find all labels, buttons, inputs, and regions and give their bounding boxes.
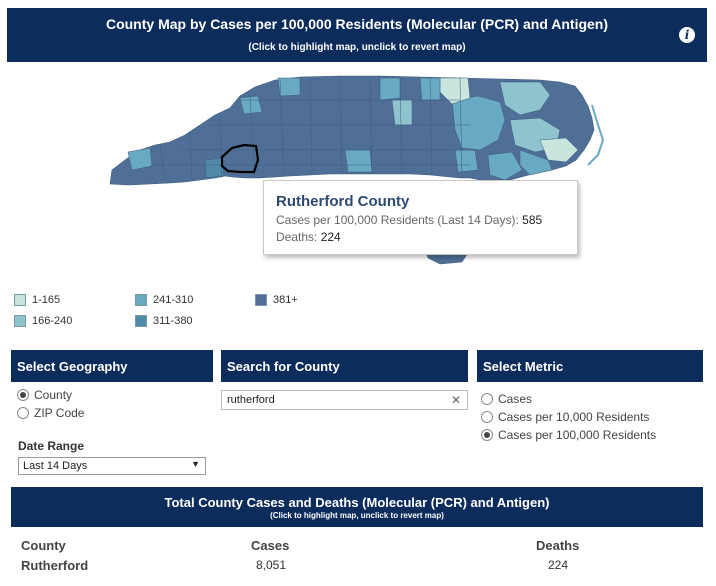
column-header-cases: Cases — [251, 538, 290, 553]
region-east-1[interactable] — [451, 95, 506, 151]
radio-metric-cases-per-10k[interactable]: Cases per 10,000 Residents — [481, 410, 649, 424]
select-metric-heading: Select Metric — [477, 350, 703, 382]
county-tooltip: Rutherford County Cases per 100,000 Resi… — [263, 180, 578, 255]
outer-banks[interactable] — [587, 104, 605, 166]
radio-zip-code[interactable]: ZIP Code — [17, 406, 84, 420]
info-icon[interactable]: i — [679, 27, 695, 43]
legend-column-3: 381+ — [255, 293, 298, 314]
date-range-label: Date Range — [18, 439, 85, 453]
map-title: County Map by Cases per 100,000 Resident… — [105, 16, 609, 32]
region-east-5[interactable] — [539, 137, 579, 163]
county-search-input[interactable]: rutherford ✕ — [221, 390, 468, 410]
radio-label: ZIP Code — [34, 406, 85, 420]
region-east-6[interactable] — [487, 151, 523, 181]
select-geography-heading: Select Geography — [11, 350, 213, 382]
legend-label: 381+ — [273, 294, 298, 306]
tooltip-cases-row: Cases per 100,000 Residents (Last 14 Day… — [276, 213, 565, 227]
radio-county[interactable]: County — [17, 388, 72, 402]
radio-label: Cases per 10,000 Residents — [498, 410, 650, 424]
radio-metric-cases-per-100k[interactable]: Cases per 100,000 Residents — [481, 428, 656, 442]
region-north-2[interactable] — [391, 99, 413, 126]
legend-label: 241-310 — [153, 294, 194, 306]
legend-column-2: 241-310 311-380 — [135, 293, 193, 335]
tooltip-cases-value: 585 — [522, 213, 543, 227]
nc-county-map[interactable] — [0, 62, 716, 282]
radio-label: Cases — [498, 392, 533, 406]
region-east-2[interactable] — [499, 81, 551, 116]
map-subtitle: (Click to highlight map, unclick to reve… — [248, 42, 466, 53]
region-north-1[interactable] — [379, 77, 401, 101]
legend-item: 1-165 — [14, 293, 72, 307]
tooltip-deaths-label: Deaths: — [276, 230, 318, 244]
legend-label: 311-380 — [153, 315, 193, 327]
tooltip-county-name: Rutherford County — [276, 193, 410, 210]
legend-swatch — [14, 315, 26, 327]
radio-button[interactable] — [481, 393, 493, 405]
radio-metric-cases[interactable]: Cases — [481, 392, 532, 406]
legend-swatch — [135, 294, 147, 306]
tooltip-deaths-value: 224 — [320, 230, 341, 244]
map-header: County Map by Cases per 100,000 Resident… — [7, 8, 707, 62]
column-header-county: County — [21, 538, 66, 553]
region-north-3[interactable] — [277, 77, 301, 97]
radio-button[interactable] — [17, 389, 29, 401]
rutherford-county-highlight[interactable] — [220, 143, 260, 174]
legend-column-1: 1-165 166-240 — [14, 293, 72, 335]
table-subtitle: (Click to highlight map, unclick to reve… — [270, 511, 444, 520]
search-county-heading: Search for County — [221, 350, 468, 382]
region-east-7[interactable] — [519, 149, 553, 176]
legend-swatch — [14, 294, 26, 306]
legend-swatch — [135, 315, 147, 327]
region-west-2[interactable] — [204, 157, 225, 179]
table-cell-deaths: 224 — [548, 558, 569, 572]
legend-label: 166-240 — [32, 315, 73, 327]
radio-button[interactable] — [481, 411, 493, 423]
legend-label: 1-165 — [32, 294, 61, 306]
radio-label: Cases per 100,000 Residents — [498, 428, 657, 442]
chevron-down-icon[interactable]: ▼ — [191, 459, 200, 469]
county-borders — [150, 75, 480, 182]
tooltip-cases-label: Cases per 100,000 Residents (Last 14 Day… — [276, 213, 519, 227]
table-cell-cases: 8,051 — [256, 558, 287, 572]
column-header-deaths: Deaths — [536, 538, 580, 553]
legend-item: 381+ — [255, 293, 298, 307]
region-south-2[interactable] — [454, 149, 479, 173]
legend-item: 311-380 — [135, 314, 193, 328]
legend-item: 166-240 — [14, 314, 72, 328]
date-range-select[interactable]: Last 14 Days ▼ — [18, 457, 206, 475]
tooltip-deaths-row: Deaths: 224 — [276, 230, 565, 244]
region-north-4[interactable] — [239, 95, 263, 115]
legend-item: 241-310 — [135, 293, 193, 307]
clear-icon[interactable]: ✕ — [450, 393, 461, 407]
radio-label: County — [34, 388, 73, 402]
date-range-value: Last 14 Days — [23, 460, 88, 472]
table-title: Total County Cases and Deaths (Molecular… — [164, 495, 550, 510]
region-south-1[interactable] — [344, 149, 373, 173]
radio-button[interactable] — [17, 407, 29, 419]
table-header: Total County Cases and Deaths (Molecular… — [11, 487, 703, 527]
legend-swatch — [255, 294, 267, 306]
radio-button[interactable] — [481, 429, 493, 441]
region-west-1[interactable] — [127, 147, 153, 171]
search-input-value: rutherford — [227, 394, 275, 406]
table-cell-county[interactable]: Rutherford — [21, 558, 89, 573]
